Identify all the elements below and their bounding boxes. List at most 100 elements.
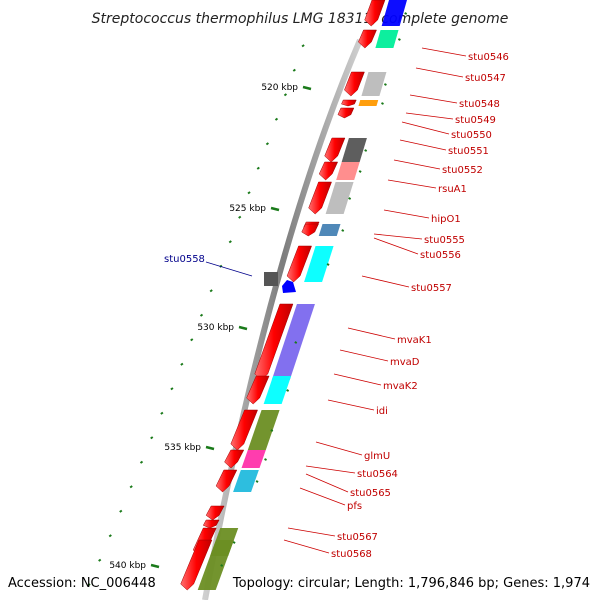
cds-arrow: [337, 107, 355, 119]
scale-tick: [205, 445, 215, 451]
gene-tick: [264, 458, 267, 461]
leader-line: [405, 112, 454, 120]
gene-tick: [404, 12, 408, 15]
tick-mark: [119, 509, 123, 513]
cog-bar: [263, 376, 292, 404]
cog-bar: [336, 162, 360, 180]
cds-arrow: [215, 469, 238, 493]
gene-tick: [294, 341, 298, 344]
gene-label: stu0564: [357, 469, 398, 480]
cds-arrow: [301, 223, 319, 237]
gene-tick: [364, 149, 368, 152]
gene-label: stu0568: [331, 549, 372, 560]
tick-mark: [87, 583, 91, 587]
leader-line: [305, 465, 356, 474]
gene-tick: [232, 541, 236, 544]
cog-bar: [358, 100, 379, 106]
tick-mark: [150, 436, 154, 440]
tick-mark: [180, 362, 184, 366]
gene-label: stu0548: [459, 99, 500, 110]
scale-label: 535 kbp: [164, 443, 201, 453]
cds-arrow: [364, 0, 386, 27]
tick-mark: [292, 68, 296, 72]
cog-bar: [381, 0, 407, 26]
cds-arrow: [318, 161, 339, 181]
cog-bar: [241, 450, 266, 468]
cds-arrow: [324, 137, 346, 163]
gene-label: stu0567: [337, 532, 378, 543]
tick-mark: [274, 117, 279, 121]
scale-tick: [238, 325, 248, 331]
cds-arrow: [358, 29, 377, 49]
gene-tick: [397, 38, 401, 41]
gene-label: stu0565: [350, 488, 391, 499]
gene-label: mvaD: [390, 357, 420, 368]
leader-line: [299, 487, 346, 506]
scale-label: 520 kbp: [261, 83, 298, 93]
gene-tick: [286, 389, 290, 392]
tick-mark: [265, 142, 270, 146]
scale-label: 530 kbp: [197, 323, 234, 333]
leader-line: [361, 275, 410, 288]
leader-line: [305, 473, 349, 493]
gene-label: idi: [376, 406, 388, 417]
gene-label: stu0552: [442, 165, 483, 176]
tick-mark: [190, 338, 194, 342]
cog-bar: [318, 224, 341, 236]
gene-labels: stu0546 stu0547 stu0548 stu0549 stu0550 stu05…: [164, 52, 509, 560]
leader-line: [401, 121, 450, 135]
gene-label: rsuA1: [438, 184, 467, 195]
gene-tick: [255, 480, 259, 483]
gene-tick: [381, 102, 384, 105]
leader-line: [347, 327, 396, 340]
tick-mark: [98, 558, 102, 562]
gene-tick: [220, 564, 224, 567]
leader-line: [393, 159, 441, 170]
label-leaders: [205, 47, 467, 554]
cds-arrow: [344, 71, 365, 97]
gene-label: mvaK1: [397, 335, 432, 346]
gene-label: hipO1: [431, 214, 461, 225]
cds-arrow: [308, 181, 332, 215]
scale-tick: [270, 206, 280, 212]
cds-arrow: [286, 245, 312, 283]
gene-label: stu0550: [451, 130, 492, 141]
tick-mark: [228, 240, 232, 244]
gene-label: stu0546: [468, 52, 509, 63]
tick-mark: [301, 44, 305, 48]
gene-label: stu0547: [465, 73, 506, 84]
tick-mark: [160, 411, 164, 415]
cog-bar: [197, 540, 234, 590]
cds-arrow: [230, 409, 258, 451]
map-title: Streptococcus thermophilus LMG 18311, co…: [92, 11, 509, 27]
cds-arrow: [224, 449, 245, 469]
gene-label: stu0555: [424, 235, 465, 246]
scale-labels: 520 kbp 525 kbp 530 kbp 535 kbp 540 kbp: [109, 83, 312, 571]
cog-bar: [271, 304, 315, 380]
leader-line: [399, 139, 447, 151]
tick-mark: [139, 460, 144, 464]
outer-gene-arrow: [282, 280, 296, 293]
cog-bar: [361, 72, 387, 96]
accession-text: Accession: NC_006448: [8, 576, 156, 591]
gene-label: stu0556: [420, 250, 461, 261]
cds-arrow: [246, 375, 270, 405]
cds-arrow: [205, 505, 225, 521]
cds-arrow: [180, 539, 213, 591]
gene-label: stu0551: [448, 146, 489, 157]
gene-tick: [383, 83, 387, 86]
outer-leader-line: [205, 261, 253, 277]
genome-summary-text: Topology: circular; Length: 1,796,846 bp…: [232, 576, 590, 591]
leader-line: [409, 94, 458, 104]
tick-mark: [256, 166, 260, 170]
leader-line: [339, 349, 389, 362]
leader-line: [373, 237, 419, 255]
gene-features: [180, 0, 408, 591]
scale-tick: [150, 563, 160, 569]
cds-arrow: [202, 519, 220, 529]
tick-mark: [129, 485, 133, 489]
tick-mark: [108, 534, 112, 538]
cog-bar: [233, 470, 259, 492]
outer-gene-cog: [264, 272, 278, 286]
